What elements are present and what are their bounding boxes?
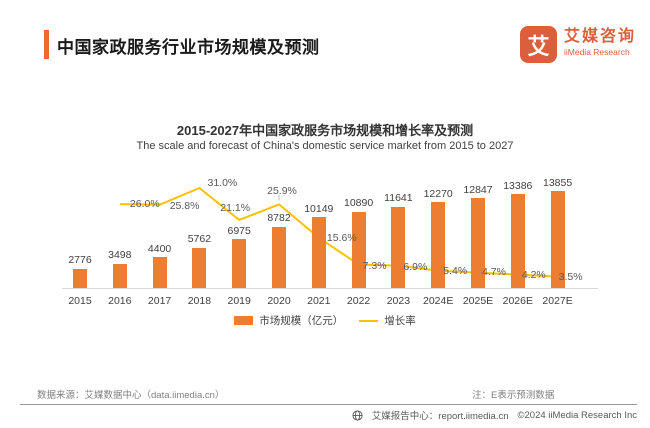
bar-value-label: 12270: [423, 187, 453, 200]
legend-item-growth-rate: 增长率: [359, 313, 416, 328]
bar-value-label: 10149: [304, 202, 334, 215]
bar-2023: [391, 206, 406, 288]
x-axis-tick-label: 2023: [386, 295, 411, 307]
bar-2018: [192, 247, 207, 288]
footer-bottom-row: 艾媒报告中心：report.iimedia.cn ©2024 iiMedia R…: [352, 408, 637, 422]
data-source-note: 数据来源：艾媒数据中心（data.iimedia.cn）: [37, 390, 225, 401]
x-axis-tick-label: 2018: [187, 295, 212, 307]
growth-rate-label: 21.1%: [220, 201, 251, 214]
globe-icon: [352, 409, 363, 421]
bar-value-label: 6975: [227, 224, 251, 237]
bar-value-label: 13855: [542, 176, 573, 189]
copyright-text: ©2024 iiMedia Research Inc: [517, 409, 637, 421]
growth-rate-label: 4.2%: [521, 268, 546, 281]
x-axis-tick-label: 2020: [267, 295, 291, 307]
logo-text: 艾媒咨询 iiMedia Research: [564, 26, 636, 58]
x-axis-tick-label: 2027E: [542, 295, 573, 307]
chart-title: 2015-2027年中国家政服务市场规模和增长率及预测: [176, 123, 474, 138]
bar-2019: [232, 239, 247, 288]
x-axis-tick-label: 2026E: [502, 295, 533, 307]
growth-rate-label: 6.9%: [403, 260, 428, 273]
iimedia-logo-icon: 艾: [520, 26, 557, 63]
bar-2016: [112, 263, 127, 288]
growth-rate-label: 15.6%: [326, 231, 357, 244]
bar-value-label: 2776: [68, 254, 92, 267]
legend-item-market-scale: 市场规模（亿元）: [234, 313, 343, 328]
x-axis-tick-label: 2024E: [423, 295, 454, 307]
growth-rate-label: 3.5%: [558, 270, 583, 283]
legend: 市场规模（亿元） 增长率: [0, 313, 650, 328]
x-axis-tick-label: 2017: [147, 295, 172, 307]
x-axis-tick-label: 2025E: [462, 295, 494, 307]
bar-2025E: [471, 198, 485, 288]
bar-2020: [272, 226, 286, 288]
footer-divider: [20, 404, 637, 405]
bar-value-label: 10890: [343, 197, 374, 210]
growth-rate-label: 25.8%: [169, 199, 200, 212]
growth-rate-label: 25.9%: [267, 185, 297, 198]
page-title: 中国家政服务行业市场规模及预测: [57, 38, 320, 57]
bar-2022: [351, 211, 366, 288]
growth-rate-label: 5.4%: [443, 264, 468, 277]
bar-2024E: [431, 202, 446, 288]
x-axis-line: [62, 288, 598, 289]
logo-name-en: iiMedia Research: [564, 47, 630, 57]
bar-series-swatch: [234, 316, 254, 325]
bar-series-label: 市场规模（亿元）: [259, 315, 344, 327]
title-accent-bar: [44, 30, 49, 59]
x-axis-tick-label: 2019: [227, 295, 251, 307]
x-axis-tick-label: 2021: [307, 295, 331, 307]
report-center-link[interactable]: 艾媒报告中心：report.iimedia.cn: [371, 411, 509, 422]
bar-value-label: 3498: [108, 249, 132, 261]
bar-2027E: [550, 191, 565, 288]
bar-2021: [311, 217, 326, 288]
line-series-label: 增长率: [384, 315, 416, 327]
bar-2026E: [510, 194, 525, 288]
bar-2015: [73, 268, 87, 288]
iimedia-logo: 艾 艾媒咨询 iiMedia Research: [520, 26, 636, 63]
bar-value-label: 11641: [384, 192, 413, 204]
growth-rate-label: 7.3%: [362, 259, 387, 272]
x-axis-tick-label: 2015: [68, 295, 92, 307]
bar-value-label: 4400: [147, 242, 172, 255]
growth-rate-label: 26.0%: [129, 198, 160, 211]
growth-rate-label: 31.0%: [207, 177, 238, 189]
growth-rate-label: 4.7%: [482, 265, 506, 278]
bar-2017: [152, 257, 167, 288]
line-series-swatch: [359, 319, 379, 322]
bar-value-label: 8782: [267, 212, 291, 224]
x-axis-tick-label: 2022: [346, 295, 371, 307]
forecast-note: 注：E表示预测数据: [472, 390, 555, 401]
chart-subtitle: The scale and forecast of China's domest…: [136, 140, 514, 152]
x-axis-tick-label: 2016: [108, 295, 132, 307]
bar-value-label: 5762: [187, 233, 212, 246]
bar-value-label: 12847: [463, 183, 493, 196]
bar-value-label: 13386: [503, 179, 533, 192]
logo-name-cn: 艾媒咨询: [564, 28, 637, 45]
